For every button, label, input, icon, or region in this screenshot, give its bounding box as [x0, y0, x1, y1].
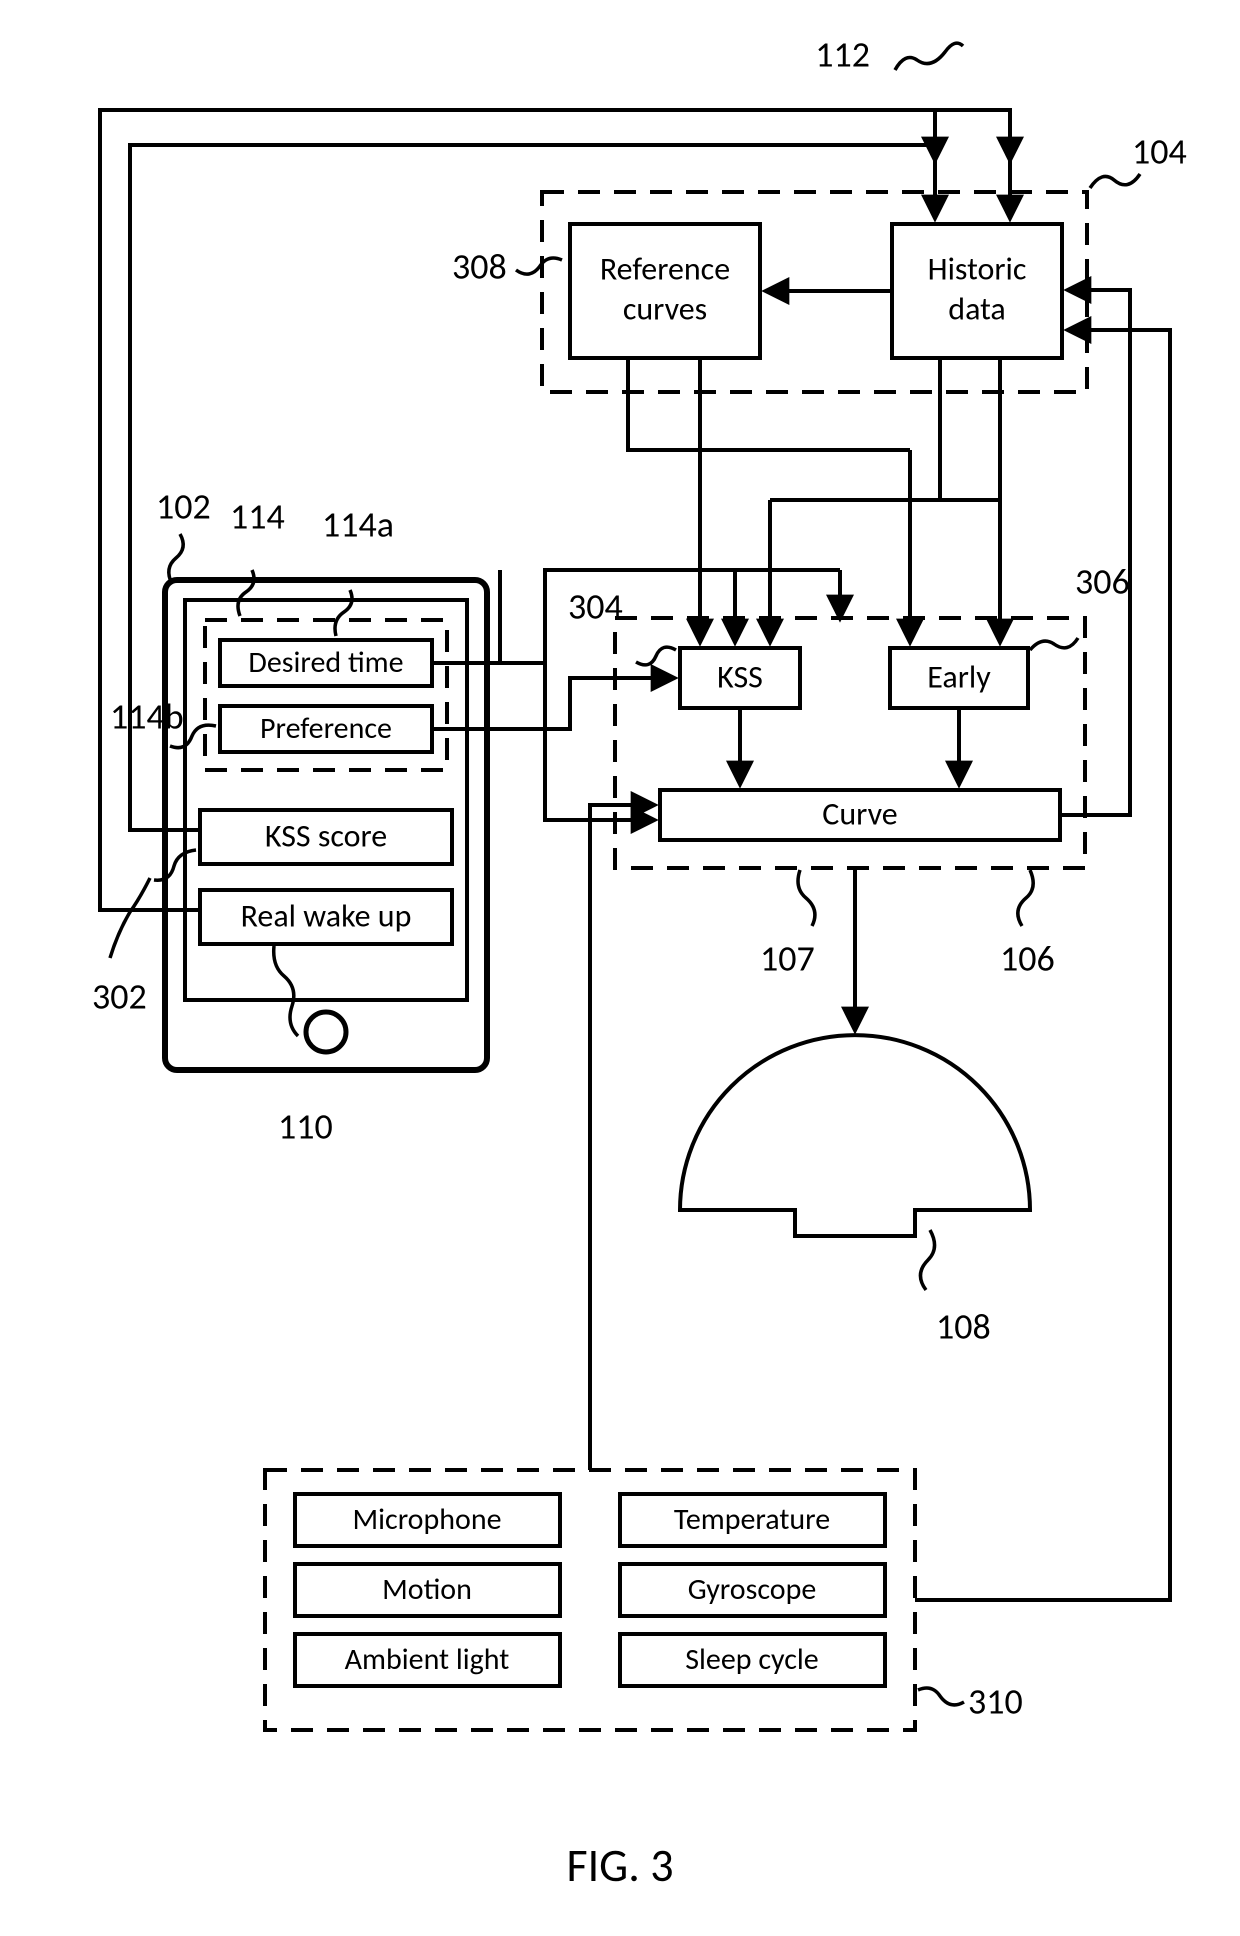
phone-home-button [306, 1012, 346, 1052]
real-wake-up-label: Real wake up [241, 897, 412, 936]
desired-time-label: Desired time [248, 644, 403, 681]
leader-310 [918, 1688, 964, 1705]
leader-106 [1018, 870, 1033, 926]
leader-102 [169, 534, 183, 584]
ref-308: 308 [452, 245, 507, 289]
ref-304: 304 [568, 585, 623, 629]
leader-108 [920, 1230, 934, 1290]
ref-106: 106 [1000, 937, 1055, 981]
sensor-gyroscope-label: Gyroscope [688, 1571, 817, 1608]
ref-310: 310 [968, 1680, 1023, 1724]
sensor-sleep-cycle-label: Sleep cycle [685, 1641, 818, 1678]
ref-306: 306 [1075, 560, 1130, 604]
ref-302: 302 [92, 975, 147, 1019]
leader-306 [1030, 638, 1078, 650]
leader-104 [1090, 174, 1140, 188]
figure-3-diagram: Reference curves Historic data KSS Early… [0, 0, 1240, 1936]
leader-304 [636, 647, 676, 665]
sensor-microphone-label: Microphone [352, 1501, 501, 1538]
edge-curve-to-historic [1060, 290, 1130, 815]
ref-110: 110 [278, 1105, 333, 1149]
reference-curves-label2: curves [623, 290, 707, 329]
edge-sensors-to-curve [590, 805, 654, 1470]
edge-ref-branch-h [628, 358, 910, 450]
sensor-motion-label: Motion [382, 1571, 472, 1608]
lamp-shape [680, 1035, 1030, 1236]
ref-114: 114 [230, 495, 285, 539]
leader-107 [798, 870, 815, 926]
ref-114a: 114a [322, 503, 394, 547]
figure-caption: FIG. 3 [566, 1838, 673, 1894]
kss-label: KSS [717, 658, 763, 697]
sensor-temperature-label: Temperature [674, 1501, 830, 1538]
leader-112 [895, 43, 963, 70]
leader-302b [110, 878, 150, 958]
historic-data-label1: Historic [928, 250, 1027, 289]
ref-107: 107 [760, 937, 815, 981]
historic-data-label2: data [948, 290, 1006, 329]
preference-label: Preference [260, 710, 392, 747]
ref-108: 108 [936, 1305, 991, 1349]
kss-score-label: KSS score [265, 817, 387, 856]
reference-curves-label1: Reference [600, 250, 730, 289]
edge-hist-branch-h [770, 358, 940, 500]
ref-104: 104 [1132, 130, 1187, 174]
ref-112: 112 [815, 33, 870, 77]
edge-desired-to-curve [545, 663, 654, 820]
ref-114b: 114b [110, 695, 184, 739]
early-label: Early [927, 658, 991, 697]
ref-102: 102 [156, 485, 211, 529]
leader-308 [516, 258, 562, 274]
sensor-ambient-light-label: Ambient light [345, 1641, 510, 1678]
curve-label: Curve [822, 795, 897, 834]
